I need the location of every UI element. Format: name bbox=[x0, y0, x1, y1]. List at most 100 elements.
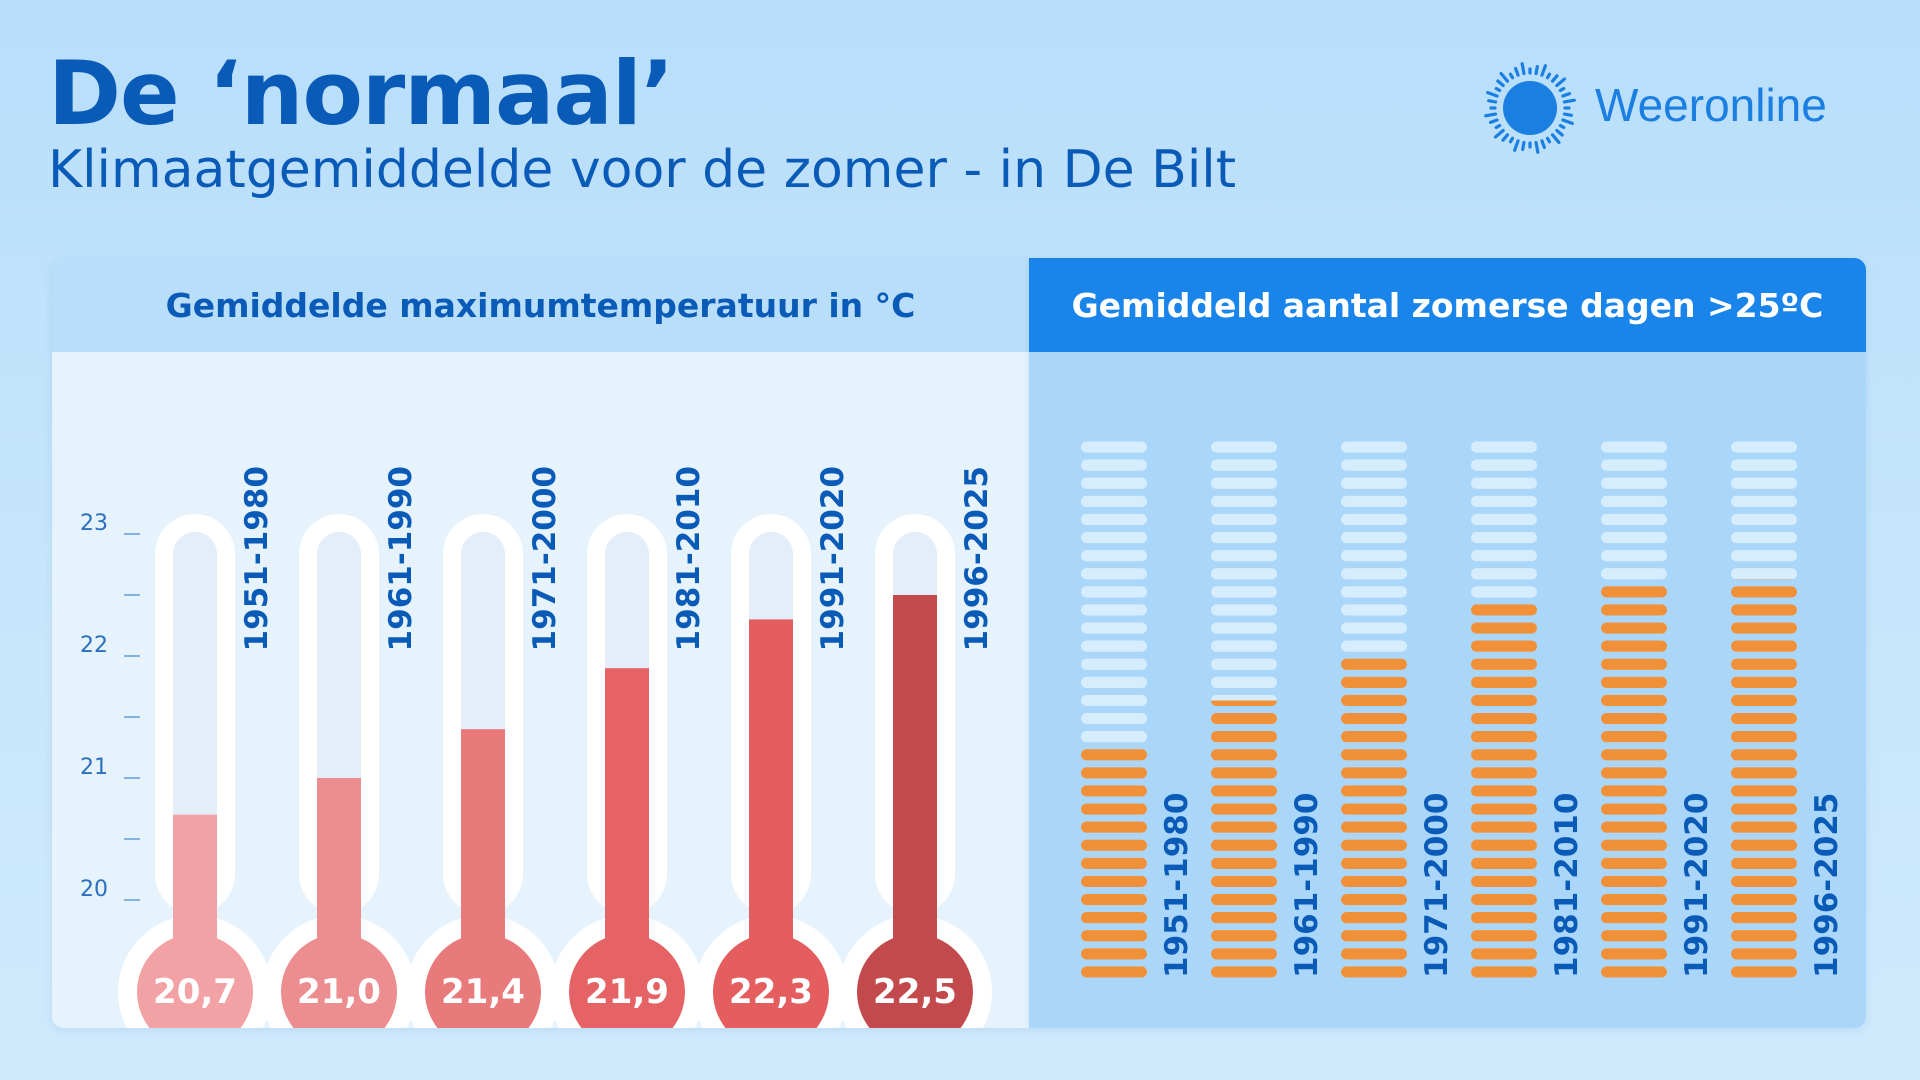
summer-day-segment-empty bbox=[1731, 568, 1797, 580]
y-tick-label: 20 bbox=[80, 877, 108, 902]
temperature-value-label: 22,5 bbox=[873, 972, 957, 1012]
summer-day-segment-filled bbox=[1601, 930, 1667, 942]
summer-days-column: 21,91991-2020 bbox=[1601, 441, 1715, 978]
summer-day-segment-filled bbox=[1081, 785, 1147, 797]
summer-day-segment-empty bbox=[1211, 604, 1277, 616]
summer-day-segment-filled bbox=[1601, 767, 1667, 779]
summer-day-segment-empty bbox=[1341, 622, 1407, 634]
thermometer: 22,3 1991-2020 bbox=[694, 466, 851, 1028]
summer-day-segment-empty bbox=[1081, 550, 1147, 562]
summer-day-segment-empty bbox=[1341, 568, 1407, 580]
summer-day-segment-filled bbox=[1731, 803, 1797, 815]
sun-ray bbox=[1496, 79, 1505, 88]
summer-day-segment-filled bbox=[1601, 676, 1667, 688]
sun-ray bbox=[1494, 86, 1502, 93]
summer-day-segment-filled bbox=[1341, 712, 1407, 725]
summer-day-segment-empty bbox=[1471, 495, 1537, 507]
summer-day-segment-filled bbox=[1081, 839, 1147, 851]
summer-day-segment-filled bbox=[1081, 930, 1147, 942]
summer-day-segment-empty bbox=[1601, 459, 1667, 471]
thermometer: 21,4 1971-2000 bbox=[406, 466, 563, 1028]
summer-day-segment-filled bbox=[1081, 966, 1147, 978]
summer-day-segment-empty bbox=[1471, 513, 1537, 526]
summer-day-segment-empty bbox=[1601, 477, 1667, 489]
summer-day-segment-empty bbox=[1211, 622, 1277, 634]
summer-day-segment-filled bbox=[1341, 658, 1407, 670]
summer-day-segment-empty bbox=[1471, 550, 1537, 562]
summer-day-segment-empty bbox=[1081, 568, 1147, 580]
summer-day-segment-filled bbox=[1471, 803, 1537, 815]
summer-day-segment-filled bbox=[1731, 785, 1797, 797]
summer-day-segment-filled bbox=[1731, 731, 1797, 743]
y-tick-label: 21 bbox=[80, 755, 108, 780]
summer-day-segment-filled bbox=[1601, 948, 1667, 960]
summer-day-segment-filled bbox=[1601, 966, 1667, 978]
summer-day-segment-empty bbox=[1601, 531, 1667, 544]
page-title: De ‘normaal’ bbox=[48, 42, 674, 145]
summer-day-segment-empty bbox=[1341, 604, 1407, 616]
period-label: 1961-1990 bbox=[1289, 793, 1325, 978]
brand-logo[interactable]: Weeronline bbox=[1480, 58, 1880, 158]
temperature-value-label: 22,3 bbox=[729, 972, 813, 1012]
sun-ray bbox=[1550, 74, 1559, 83]
summer-day-segment-filled bbox=[1601, 586, 1667, 598]
summer-day-segment-filled bbox=[1471, 875, 1537, 888]
summer-day-segment-filled bbox=[1341, 767, 1407, 779]
thermometer-bulb bbox=[137, 934, 253, 1028]
summer-day-segment-filled bbox=[1081, 767, 1147, 779]
summer-days-column: 13,01951-1980 bbox=[1081, 441, 1195, 978]
summer-day-segment-filled bbox=[1731, 875, 1797, 888]
summer-day-segment-empty bbox=[1341, 586, 1407, 598]
sun-ray bbox=[1501, 133, 1510, 142]
summer-day-segment-filled bbox=[1471, 785, 1537, 797]
summer-days-bar bbox=[1471, 604, 1537, 978]
summer-day-segment-empty bbox=[1081, 513, 1147, 526]
summer-day-segment-filled bbox=[1601, 731, 1667, 743]
page-subtitle: Klimaatgemiddelde voor de zomer - in De … bbox=[48, 140, 1237, 200]
summer-day-segment-filled bbox=[1731, 676, 1797, 688]
summer-day-segment-filled bbox=[1731, 839, 1797, 851]
sun-ray bbox=[1562, 112, 1573, 117]
summer-day-segment-filled bbox=[1731, 930, 1797, 942]
summer-day-segment-filled bbox=[1471, 930, 1537, 942]
summer-day-segment-empty bbox=[1731, 477, 1797, 489]
period-label: 1971-2000 bbox=[527, 466, 563, 651]
summer-day-segment-filled bbox=[1341, 803, 1407, 815]
summer-days-bar bbox=[1211, 700, 1277, 978]
summer-day-segment-filled bbox=[1211, 731, 1277, 743]
summer-days-bar bbox=[1341, 658, 1407, 978]
y-tick-label: 22 bbox=[80, 633, 108, 658]
summer-day-segment-filled bbox=[1731, 912, 1797, 924]
summer-day-segment-empty bbox=[1601, 568, 1667, 580]
summer-day-segment-filled bbox=[1471, 948, 1537, 960]
summer-day-segment-empty bbox=[1341, 513, 1407, 526]
summer-day-segment-empty bbox=[1211, 513, 1277, 526]
summer-day-segment-filled bbox=[1211, 700, 1277, 707]
summer-day-segment-filled bbox=[1211, 912, 1277, 924]
thermometer: 21,9 1981-2010 bbox=[550, 466, 707, 1028]
summer-day-segment-filled bbox=[1601, 912, 1667, 924]
summer-days-chart-title: Gemiddeld aantal zomerse dagen >25ºC bbox=[1071, 285, 1824, 325]
summer-day-segment-filled bbox=[1731, 948, 1797, 960]
thermometer-bulb bbox=[857, 934, 973, 1028]
sun-ray bbox=[1555, 77, 1567, 88]
summer-day-segment-filled bbox=[1211, 821, 1277, 833]
sun-ray bbox=[1513, 139, 1520, 152]
summer-day-segment-empty bbox=[1211, 495, 1277, 507]
summer-day-segment-empty bbox=[1471, 459, 1537, 471]
thermometer-bulb bbox=[569, 934, 685, 1028]
period-label: 1996-2025 bbox=[959, 466, 995, 651]
summer-day-segment-empty bbox=[1471, 568, 1537, 580]
summer-day-segment-filled bbox=[1601, 640, 1667, 652]
summer-day-segment-empty bbox=[1081, 731, 1147, 743]
summer-day-segment-filled bbox=[1731, 640, 1797, 652]
summer-day-segment-empty bbox=[1211, 459, 1277, 471]
period-label: 1951-1980 bbox=[239, 466, 275, 651]
summer-days-panel-header: Gemiddeld aantal zomerse dagen >25ºC bbox=[1029, 258, 1866, 352]
summer-day-segment-filled bbox=[1211, 966, 1277, 978]
summer-day-segment-empty bbox=[1471, 441, 1537, 453]
temperature-chart-title: Gemiddelde maximumtemperatuur in °C bbox=[165, 285, 916, 325]
period-label: 1996-2025 bbox=[1809, 793, 1845, 978]
temperature-value-label: 21,0 bbox=[297, 972, 381, 1012]
summer-day-segment-empty bbox=[1471, 531, 1537, 544]
